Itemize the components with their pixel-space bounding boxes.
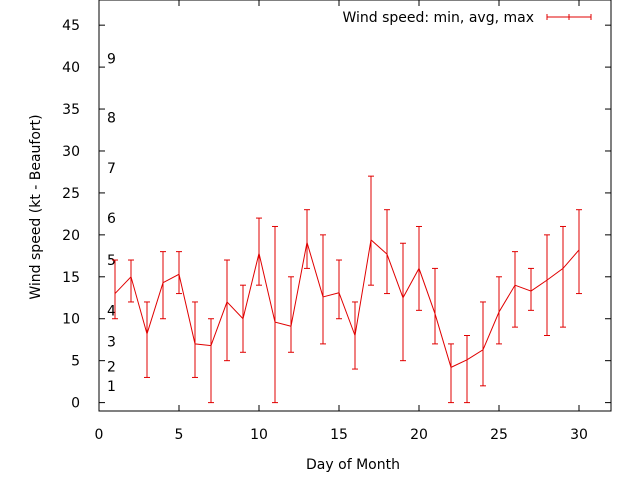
beaufort-label: 6 <box>107 211 116 227</box>
y-axis-label: Wind speed (kt - Beaufort) <box>28 114 44 299</box>
error-bar <box>336 259 342 320</box>
x-axis-label: Day of Month <box>306 457 400 473</box>
y-tick-label: 40 <box>62 60 80 76</box>
error-bar <box>224 259 230 362</box>
error-bar <box>528 267 534 311</box>
beaufort-label: 3 <box>107 334 116 350</box>
x-tick-label: 15 <box>330 427 348 443</box>
error-bar <box>160 251 166 320</box>
legend: Wind speed: min, avg, max <box>342 10 592 26</box>
error-bar <box>176 251 182 295</box>
y-tick-label: 45 <box>62 18 80 34</box>
error-bar <box>496 276 502 345</box>
error-bar <box>384 209 390 295</box>
x-tick-label: 5 <box>175 427 184 443</box>
error-bar <box>256 217 262 286</box>
y-tick-label: 30 <box>62 144 80 160</box>
error-bar <box>128 259 134 303</box>
error-bar <box>320 234 326 345</box>
y-tick-label: 25 <box>62 186 80 202</box>
beaufort-label: 5 <box>107 253 116 269</box>
x-tick-label: 30 <box>570 427 588 443</box>
x-tick-label: 20 <box>410 427 428 443</box>
error-bar <box>560 225 566 328</box>
legend-label: Wind speed: min, avg, max <box>342 10 534 26</box>
error-bar <box>480 301 486 387</box>
y-tick-label: 15 <box>62 270 80 286</box>
beaufort-label: 7 <box>107 161 116 177</box>
x-tick-label: 10 <box>250 427 268 443</box>
beaufort-label: 8 <box>107 110 116 126</box>
x-tick-label: 25 <box>490 427 508 443</box>
error-bar <box>112 259 118 320</box>
beaufort-label: 1 <box>107 379 116 395</box>
error-bar <box>576 209 582 295</box>
error-bar <box>432 267 438 345</box>
error-bar <box>272 225 278 404</box>
error-bar <box>512 251 518 328</box>
error-bar <box>192 301 198 378</box>
error-bar <box>208 318 214 404</box>
error-bar <box>448 343 454 404</box>
error-bar <box>368 175 374 286</box>
beaufort-label: 4 <box>107 303 116 319</box>
legend-sample <box>546 14 592 20</box>
y-tick-label: 10 <box>62 312 80 328</box>
series-line-wind-speed <box>114 238 580 369</box>
y-tick-label: 5 <box>71 354 80 370</box>
error-bar <box>304 209 310 269</box>
plot-frame <box>98 0 612 412</box>
error-bar <box>544 234 550 337</box>
error-bar <box>288 276 294 353</box>
y-tick-label: 35 <box>62 102 80 118</box>
x-tick-label: 0 <box>95 427 104 443</box>
beaufort-label: 9 <box>107 52 116 68</box>
y-tick-label: 0 <box>71 396 80 412</box>
y-tick-label: 20 <box>62 228 80 244</box>
error-bar <box>400 242 406 362</box>
error-bar <box>464 335 470 404</box>
error-bar <box>144 301 150 378</box>
beaufort-scale-labels: 1 2 3 4 5 6 7 8 9 <box>107 52 116 395</box>
beaufort-label: 2 <box>107 360 116 376</box>
